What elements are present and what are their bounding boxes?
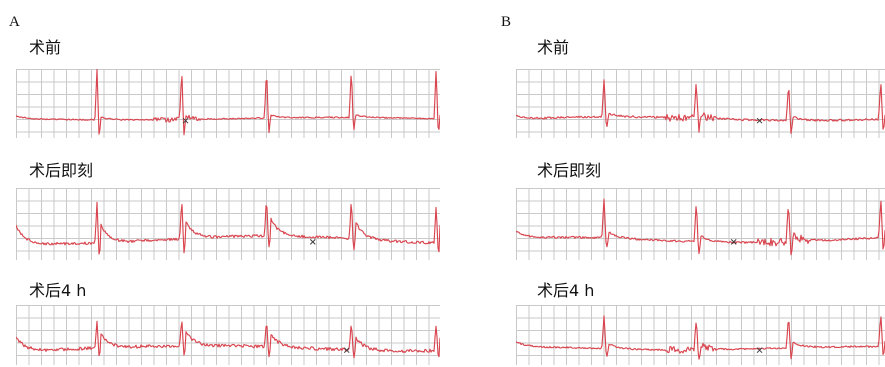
panel-b-strip-3-label: 术后4 h [537, 281, 595, 300]
artifact-marker-stroke [182, 117, 189, 124]
ecg-grid [516, 69, 885, 138]
artifact-marker [730, 238, 737, 245]
panel-a-ecg-strip-4h [16, 305, 440, 365]
artifact-marker [756, 347, 763, 354]
panel-b-strip-1-label: 术前 [537, 38, 570, 57]
ecg-trace [16, 201, 440, 255]
ecg-trace [516, 79, 885, 134]
artifact-marker-stroke [309, 238, 316, 245]
artifact-marker [309, 238, 316, 245]
panel-b-letter: B [501, 14, 512, 30]
artifact-marker-stroke [756, 347, 763, 354]
ecg-trace [516, 315, 885, 360]
panel-a-letter: A [9, 14, 20, 30]
ecg-trace [516, 198, 885, 256]
panel-b-ecg-strip-4h [516, 305, 885, 365]
ecg-grid [516, 188, 885, 260]
panel-a-ecg-strip-immediate [16, 188, 440, 260]
ecg-grid [16, 305, 440, 365]
panel-b-strip-2-label: 术后即刻 [537, 161, 602, 180]
artifact-marker [756, 117, 763, 124]
panel-a-strip-1-label: 术前 [29, 38, 62, 57]
ecg-grid [516, 305, 885, 365]
ecg-trace [16, 320, 440, 359]
artifact-marker-stroke [343, 347, 350, 354]
panel-b-ecg-strip-immediate [516, 188, 885, 260]
artifact-marker [182, 117, 189, 124]
artifact-marker-stroke [756, 117, 763, 124]
ecg-trace [16, 69, 440, 136]
panel-a-strip-2-label: 术后即刻 [29, 161, 94, 180]
panel-b-ecg-strip-preop [516, 69, 885, 138]
ecg-grid [16, 69, 440, 138]
panel-a-ecg-strip-preop [16, 69, 440, 138]
panel-a-strip-3-label: 术后4 h [29, 281, 87, 300]
artifact-marker-stroke [730, 238, 737, 245]
ecg-grid [16, 188, 440, 260]
artifact-marker [343, 347, 350, 354]
